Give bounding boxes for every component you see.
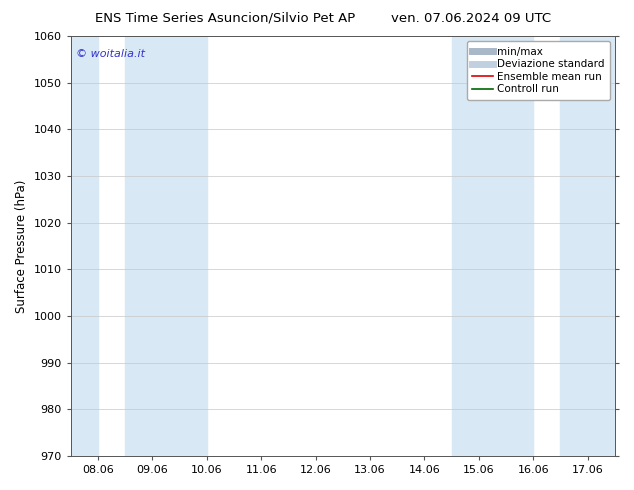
Legend: min/max, Deviazione standard, Ensemble mean run, Controll run: min/max, Deviazione standard, Ensemble m… <box>467 41 610 99</box>
Bar <box>560 36 615 456</box>
Bar <box>451 36 533 456</box>
Y-axis label: Surface Pressure (hPa): Surface Pressure (hPa) <box>15 179 28 313</box>
Text: © woitalia.it: © woitalia.it <box>76 49 145 59</box>
Text: ENS Time Series Asuncion/Silvio Pet AP: ENS Time Series Asuncion/Silvio Pet AP <box>95 12 355 25</box>
Text: ven. 07.06.2024 09 UTC: ven. 07.06.2024 09 UTC <box>391 12 552 25</box>
Bar <box>125 36 207 456</box>
Bar <box>71 36 98 456</box>
